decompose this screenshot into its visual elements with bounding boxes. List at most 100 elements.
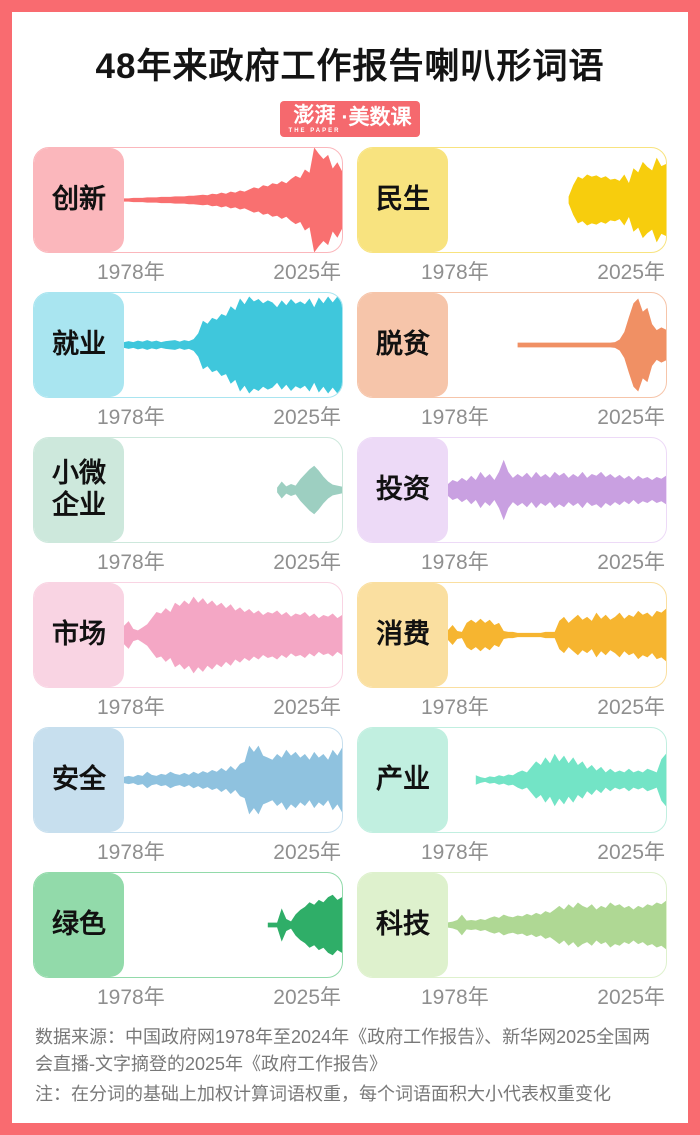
word-chart-cell: 脱贫 1978年 2025年 bbox=[357, 292, 667, 429]
word-chart-cell: 科技 1978年 2025年 bbox=[357, 872, 667, 1009]
stream-plot bbox=[124, 873, 342, 977]
word-label: 安全 bbox=[34, 728, 124, 832]
axis-start-year: 1978年 bbox=[421, 696, 489, 719]
word-label: 创新 bbox=[34, 148, 124, 252]
axis-end-year: 2025年 bbox=[597, 986, 665, 1009]
stream-plot bbox=[448, 728, 666, 832]
stream-shape bbox=[277, 465, 342, 515]
stream-shape bbox=[448, 608, 666, 662]
axis-end-year: 2025年 bbox=[597, 406, 665, 429]
word-chart-card: 脱贫 bbox=[357, 292, 667, 398]
word-chart-card: 产业 bbox=[357, 727, 667, 833]
brand-logo: 澎湃 THE PAPER ·美数课 bbox=[279, 101, 421, 137]
axis-end-year: 2025年 bbox=[597, 551, 665, 574]
stream-shape bbox=[124, 296, 342, 394]
stream-shape bbox=[448, 459, 666, 521]
year-axis: 1978年 2025年 bbox=[357, 833, 667, 864]
brand-logo-column: ·美数课 bbox=[341, 106, 412, 129]
stream-plot bbox=[448, 438, 666, 542]
axis-start-year: 1978年 bbox=[97, 551, 165, 574]
year-axis: 1978年 2025年 bbox=[357, 543, 667, 574]
axis-end-year: 2025年 bbox=[273, 841, 341, 864]
word-chart-cell: 民生 1978年 2025年 bbox=[357, 147, 667, 284]
word-label: 民生 bbox=[358, 148, 448, 252]
stream-shape bbox=[124, 596, 342, 674]
stream-shape bbox=[448, 900, 666, 950]
year-axis: 1978年 2025年 bbox=[357, 688, 667, 719]
word-chart-cell: 产业 1978年 2025年 bbox=[357, 727, 667, 864]
word-label: 科技 bbox=[358, 873, 448, 977]
stream-shape bbox=[267, 894, 342, 956]
word-label: 投资 bbox=[358, 438, 448, 542]
axis-start-year: 1978年 bbox=[97, 696, 165, 719]
axis-end-year: 2025年 bbox=[597, 261, 665, 284]
year-axis: 1978年 2025年 bbox=[33, 543, 343, 574]
stream-plot bbox=[124, 148, 342, 252]
axis-start-year: 1978年 bbox=[421, 406, 489, 429]
word-label: 就业 bbox=[34, 293, 124, 397]
word-chart-cell: 安全 1978年 2025年 bbox=[33, 727, 343, 864]
stream-shape bbox=[124, 745, 342, 815]
year-axis: 1978年 2025年 bbox=[357, 398, 667, 429]
word-chart-cell: 绿色 1978年 2025年 bbox=[33, 872, 343, 1009]
year-axis: 1978年 2025年 bbox=[33, 688, 343, 719]
data-source-note: 数据来源：中国政府网1978年至2024年《政府工作报告》、新华网2025全国两… bbox=[35, 1027, 651, 1075]
axis-start-year: 1978年 bbox=[97, 261, 165, 284]
stream-shape bbox=[475, 753, 666, 807]
word-label: 市场 bbox=[34, 583, 124, 687]
word-chart-card: 科技 bbox=[357, 872, 667, 978]
word-chart-card: 市场 bbox=[33, 582, 343, 688]
word-label: 消费 bbox=[358, 583, 448, 687]
word-chart-cell: 就业 1978年 2025年 bbox=[33, 292, 343, 429]
word-label: 产业 bbox=[358, 728, 448, 832]
stream-plot bbox=[124, 583, 342, 687]
word-label: 脱贫 bbox=[358, 293, 448, 397]
year-axis: 1978年 2025年 bbox=[357, 978, 667, 1009]
word-chart-card: 绿色 bbox=[33, 872, 343, 978]
word-chart-cell: 小微企业 1978年 2025年 bbox=[33, 437, 343, 574]
year-axis: 1978年 2025年 bbox=[33, 398, 343, 429]
axis-start-year: 1978年 bbox=[97, 986, 165, 1009]
word-label: 小微企业 bbox=[34, 438, 124, 542]
word-chart-card: 投资 bbox=[357, 437, 667, 543]
methodology-note: 注：在分词的基础上加权计算词语权重，每个词语面积大小代表权重变化 bbox=[35, 1083, 611, 1104]
year-axis: 1978年 2025年 bbox=[357, 253, 667, 284]
charts-grid: 创新 1978年 2025年 民生 1978年 2025年 就业 1978年 2… bbox=[12, 147, 688, 1009]
year-axis: 1978年 2025年 bbox=[33, 978, 343, 1009]
axis-end-year: 2025年 bbox=[273, 406, 341, 429]
brand-logo-left: 澎湃 THE PAPER bbox=[289, 105, 341, 134]
word-chart-card: 民生 bbox=[357, 147, 667, 253]
axis-end-year: 2025年 bbox=[597, 696, 665, 719]
year-axis: 1978年 2025年 bbox=[33, 833, 343, 864]
axis-end-year: 2025年 bbox=[273, 261, 341, 284]
axis-start-year: 1978年 bbox=[421, 261, 489, 284]
stream-plot bbox=[448, 148, 666, 252]
axis-end-year: 2025年 bbox=[273, 696, 341, 719]
axis-start-year: 1978年 bbox=[97, 841, 165, 864]
stream-shape bbox=[517, 298, 666, 392]
stream-plot bbox=[448, 583, 666, 687]
year-axis: 1978年 2025年 bbox=[33, 253, 343, 284]
stream-plot bbox=[448, 293, 666, 397]
stream-shape bbox=[568, 157, 666, 243]
stream-plot bbox=[124, 438, 342, 542]
word-chart-cell: 消费 1978年 2025年 bbox=[357, 582, 667, 719]
footer: 数据来源：中国政府网1978年至2024年《政府工作报告》、新华网2025全国两… bbox=[12, 1024, 688, 1108]
axis-end-year: 2025年 bbox=[273, 986, 341, 1009]
brand-logo-cn: 澎湃 bbox=[293, 104, 336, 127]
axis-end-year: 2025年 bbox=[597, 841, 665, 864]
axis-end-year: 2025年 bbox=[273, 551, 341, 574]
word-chart-cell: 投资 1978年 2025年 bbox=[357, 437, 667, 574]
stream-plot bbox=[124, 728, 342, 832]
word-chart-card: 就业 bbox=[33, 292, 343, 398]
word-chart-cell: 市场 1978年 2025年 bbox=[33, 582, 343, 719]
axis-start-year: 1978年 bbox=[421, 841, 489, 864]
word-chart-card: 安全 bbox=[33, 727, 343, 833]
word-label: 绿色 bbox=[34, 873, 124, 977]
word-chart-cell: 创新 1978年 2025年 bbox=[33, 147, 343, 284]
axis-start-year: 1978年 bbox=[97, 406, 165, 429]
stream-plot bbox=[448, 873, 666, 977]
axis-start-year: 1978年 bbox=[421, 551, 489, 574]
brand-logo-en: THE PAPER bbox=[288, 128, 341, 134]
